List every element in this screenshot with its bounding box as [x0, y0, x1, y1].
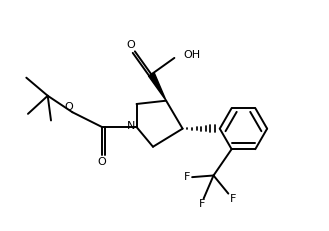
Text: OH: OH — [184, 50, 201, 60]
Text: O: O — [98, 157, 106, 167]
Text: F: F — [199, 199, 205, 210]
Text: F: F — [184, 172, 190, 182]
Text: O: O — [127, 40, 135, 50]
Text: O: O — [65, 102, 73, 112]
Text: F: F — [230, 194, 237, 204]
Text: N: N — [126, 121, 135, 131]
Polygon shape — [148, 73, 166, 101]
